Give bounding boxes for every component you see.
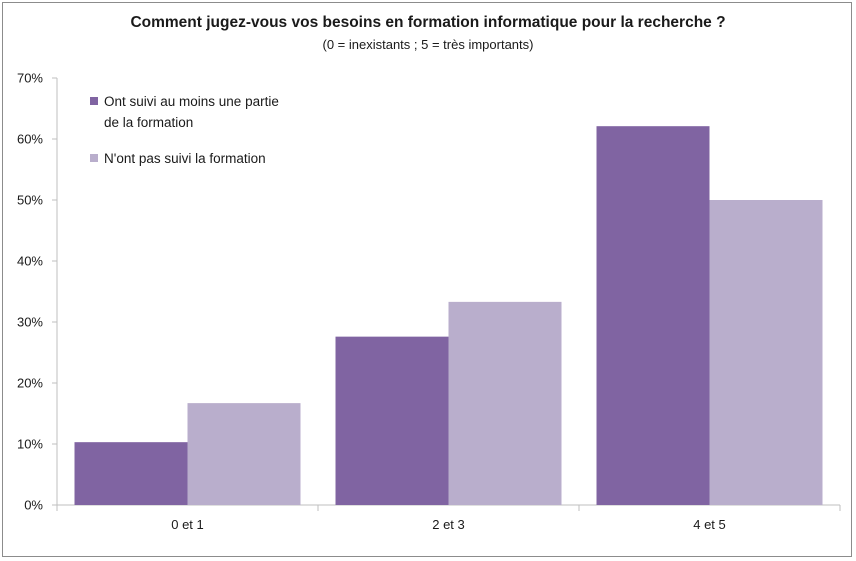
y-tick-label: 0% — [24, 498, 43, 513]
bar-series-2-2 — [709, 200, 823, 505]
chart-subtitle: (0 = inexistants ; 5 = très importants) — [322, 37, 534, 52]
chart-title: Comment jugez-vous vos besoins en format… — [130, 14, 726, 31]
y-tick-label: 20% — [17, 376, 43, 391]
bar-series-2-0 — [187, 403, 301, 505]
y-axis: 0% 10% 20% 30% 40% 50% 60% 70% — [17, 71, 58, 513]
y-tick-label: 40% — [17, 254, 43, 269]
legend-swatch-1 — [90, 97, 98, 105]
legend-label-1: de la formation — [104, 115, 193, 130]
bar-series-1-0 — [74, 442, 188, 505]
x-tick-label: 0 et 1 — [171, 517, 204, 532]
x-axis: 0 et 1 2 et 3 4 et 5 — [56, 504, 841, 532]
legend-swatch-2 — [90, 154, 98, 162]
y-tick-label: 10% — [17, 437, 43, 452]
legend-label-2: N'ont pas suivi la formation — [104, 151, 266, 166]
legend: Ont suivi au moins une partie de la forma… — [90, 94, 279, 166]
y-tick-label: 70% — [17, 71, 43, 86]
y-tick-label: 30% — [17, 315, 43, 330]
bar-series-2-1 — [448, 301, 562, 505]
y-tick-label: 60% — [17, 132, 43, 147]
legend-label-1: Ont suivi au moins une partie — [104, 94, 279, 109]
y-tick-label: 50% — [17, 193, 43, 208]
bars — [74, 126, 823, 505]
x-tick-label: 4 et 5 — [693, 517, 726, 532]
x-tick-label: 2 et 3 — [432, 517, 465, 532]
bar-series-1-2 — [596, 126, 710, 505]
bar-series-1-1 — [335, 336, 449, 505]
